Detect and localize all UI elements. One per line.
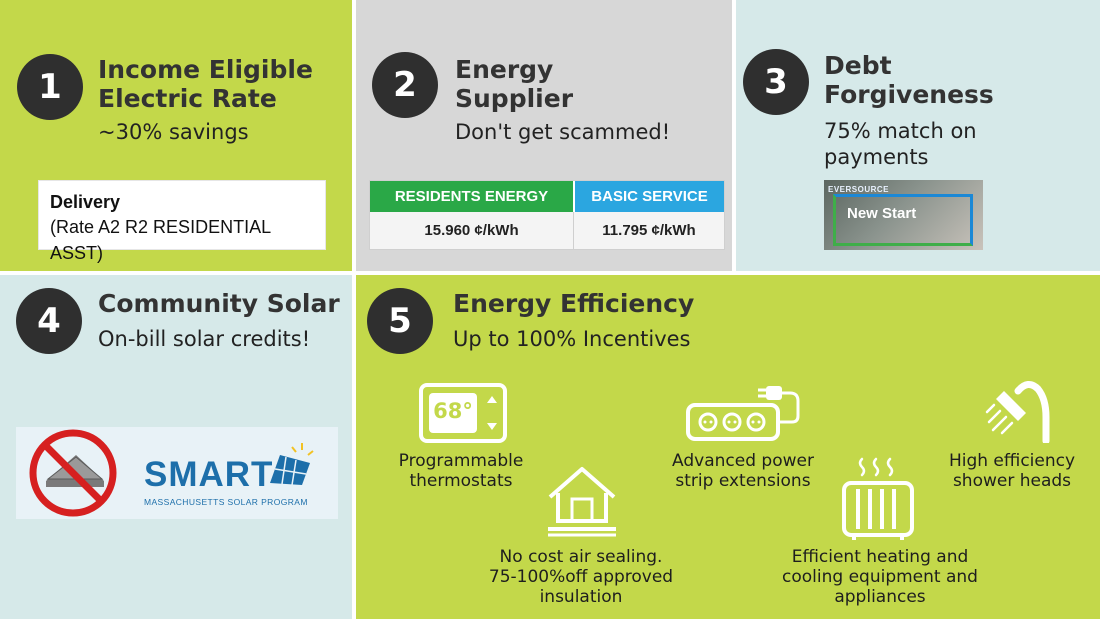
solar-panel-icon [270, 443, 314, 485]
panel-title: Income Eligible Electric Rate [98, 55, 313, 113]
subtitle-line-2: payments [824, 145, 929, 169]
caption-line-1: Programmable [398, 451, 524, 471]
title-line-1: Income Eligible [98, 55, 313, 84]
header-basic-service: BASIC SERVICE [575, 181, 724, 212]
smart-tagline: MASSACHUSETTS SOLAR PROGRAM [144, 497, 308, 507]
program-frame [833, 194, 973, 246]
panel-subtitle: Up to 100% Incentives [453, 327, 691, 351]
panel-subtitle: On-bill solar credits! [98, 327, 311, 351]
caption-line-2: cooling equipment and [782, 567, 978, 587]
title-line-1: Energy [455, 55, 554, 84]
caption-line-2: thermostats [409, 471, 513, 491]
item-shower-heads-caption: High efficiency shower heads [939, 451, 1085, 491]
panel-title: Community Solar [98, 289, 340, 318]
shower-head-icon [985, 381, 1050, 443]
caption-line-1: High efficiency [948, 451, 1076, 471]
panel-title: Energy Supplier [455, 55, 573, 113]
title-line-2: Electric Rate [98, 84, 277, 113]
panel-title: Debt Forgiveness [824, 51, 994, 109]
power-strip-icon [686, 386, 800, 441]
caption-line-3: appliances [834, 587, 926, 607]
radiator-icon [842, 457, 914, 540]
caption-line-2: shower heads [952, 471, 1072, 491]
step-badge-5: 5 [367, 288, 433, 354]
caption-line-3: insulation [539, 587, 623, 607]
panel-subtitle: ~30% savings [98, 120, 249, 144]
panel-title: Energy Efficiency [453, 289, 695, 318]
smart-logo-card: SMART MASSACHUSETTS SOLAR PROGRAM [16, 427, 338, 519]
house-icon [548, 467, 616, 537]
caption-line-1: Advanced power [672, 451, 814, 471]
caption-line-2: 75-100%off approved [488, 567, 674, 587]
step-badge-3: 3 [743, 49, 809, 115]
eversource-brand: EVERSOURCE [828, 185, 890, 194]
new-start-label: New Start [847, 205, 917, 222]
title-line-2: Supplier [455, 84, 574, 113]
item-thermostats-caption: Programmable thermostats [381, 451, 541, 491]
rate-card: Delivery (Rate A2 R2 RESIDENTIAL ASST) [38, 180, 326, 263]
new-start-program-image: EVERSOURCE New Start [824, 180, 983, 250]
item-power-strip-caption: Advanced power strip extensions [658, 451, 828, 491]
value-residents-energy: 15.960 ¢/kWh [370, 212, 574, 249]
step-badge-1: 1 [17, 54, 83, 120]
rate-comparison-table: RESIDENTS ENERGY BASIC SERVICE 15.960 ¢/… [369, 180, 725, 250]
rate-card-detail: (Rate A2 R2 RESIDENTIAL ASST) [50, 217, 271, 263]
step-badge-2: 2 [372, 52, 438, 118]
value-basic-service: 11.795 ¢/kWh [602, 222, 696, 239]
no-rooftop-icon [29, 429, 117, 517]
caption-line-2: strip extensions [675, 471, 811, 491]
panel-energy-supplier: 2 Energy Supplier Don't get scammed! RES… [356, 0, 732, 271]
panel-community-solar: 4 Community Solar On-bill solar credits!… [0, 275, 352, 619]
item-air-sealing-caption: No cost air sealing. 75-100%off approved… [466, 547, 696, 607]
smart-logo-text: SMART [144, 455, 274, 494]
subtitle-line-1: 75% match on [824, 119, 977, 143]
item-heating-cooling-caption: Efficient heating and cooling equipment … [760, 547, 1000, 607]
caption-line-1: No cost air sealing. [499, 547, 663, 567]
thermostat-icon [419, 383, 507, 443]
panel-subtitle: 75% match on payments [824, 118, 977, 170]
thermostat-display: 68° [433, 399, 473, 423]
caption-line-1: Efficient heating and [791, 547, 969, 567]
step-badge-4: 4 [16, 288, 82, 354]
rate-card-heading: Delivery [50, 192, 121, 212]
header-residents-energy: RESIDENTS ENERGY [370, 181, 575, 212]
comparison-value-row: 15.960 ¢/kWh 11.795 ¢/kWh [370, 212, 724, 249]
title-line-2: Forgiveness [824, 80, 994, 109]
panel-energy-efficiency: 5 Energy Efficiency Up to 100% Incentive… [356, 275, 1100, 619]
panel-income-eligible-rate: 1 Income Eligible Electric Rate ~30% sav… [0, 0, 352, 271]
panel-debt-forgiveness: 3 Debt Forgiveness 75% match on payments… [736, 0, 1100, 271]
title-line-1: Debt [824, 51, 892, 80]
panel-subtitle: Don't get scammed! [455, 120, 671, 144]
comparison-header-row: RESIDENTS ENERGY BASIC SERVICE [370, 181, 724, 212]
